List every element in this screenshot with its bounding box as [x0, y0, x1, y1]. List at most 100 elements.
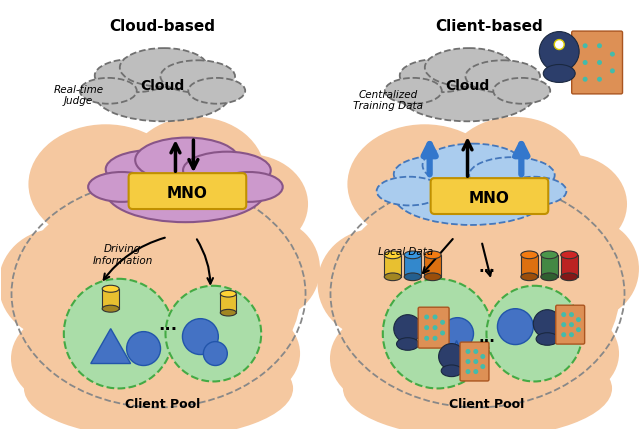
Polygon shape — [404, 255, 421, 277]
Ellipse shape — [424, 252, 441, 259]
Ellipse shape — [0, 230, 113, 339]
FancyBboxPatch shape — [556, 305, 585, 344]
Ellipse shape — [106, 150, 198, 189]
Circle shape — [166, 286, 261, 381]
Circle shape — [576, 317, 581, 322]
Text: ...: ... — [158, 315, 177, 333]
Ellipse shape — [521, 252, 538, 259]
Ellipse shape — [541, 252, 557, 259]
Ellipse shape — [335, 184, 620, 403]
Circle shape — [582, 61, 588, 66]
Ellipse shape — [424, 273, 441, 281]
Text: Client Pool: Client Pool — [449, 397, 524, 410]
Circle shape — [433, 326, 438, 330]
Circle shape — [64, 279, 173, 389]
Circle shape — [569, 332, 574, 338]
Circle shape — [569, 312, 574, 317]
Circle shape — [440, 320, 445, 325]
Ellipse shape — [425, 49, 513, 88]
Circle shape — [424, 326, 429, 330]
Ellipse shape — [540, 219, 639, 319]
FancyBboxPatch shape — [418, 307, 449, 348]
Ellipse shape — [394, 166, 549, 225]
Ellipse shape — [499, 307, 619, 401]
Ellipse shape — [24, 339, 293, 430]
Ellipse shape — [220, 291, 236, 298]
Circle shape — [569, 322, 574, 327]
Circle shape — [610, 52, 615, 58]
Polygon shape — [220, 294, 236, 313]
Ellipse shape — [536, 333, 559, 345]
Ellipse shape — [102, 305, 119, 313]
Text: Client-based: Client-based — [436, 18, 543, 34]
Circle shape — [533, 310, 561, 338]
Ellipse shape — [348, 125, 502, 244]
Polygon shape — [541, 255, 557, 277]
Ellipse shape — [80, 79, 137, 104]
Ellipse shape — [220, 219, 320, 319]
Ellipse shape — [384, 252, 401, 259]
Ellipse shape — [183, 152, 271, 190]
Ellipse shape — [11, 309, 141, 408]
Circle shape — [561, 312, 566, 317]
Circle shape — [394, 315, 422, 343]
Ellipse shape — [400, 68, 535, 122]
Ellipse shape — [125, 117, 265, 232]
Ellipse shape — [161, 61, 235, 93]
Ellipse shape — [397, 338, 419, 350]
Circle shape — [440, 331, 445, 336]
Text: MNO: MNO — [167, 185, 208, 200]
Ellipse shape — [422, 144, 524, 187]
Polygon shape — [521, 255, 538, 277]
Text: ...: ... — [478, 260, 495, 275]
Circle shape — [597, 61, 602, 66]
Ellipse shape — [106, 160, 265, 223]
Ellipse shape — [95, 68, 230, 122]
Ellipse shape — [120, 49, 208, 88]
Circle shape — [127, 332, 161, 366]
Ellipse shape — [541, 273, 557, 281]
Ellipse shape — [501, 177, 566, 206]
Ellipse shape — [508, 155, 627, 254]
Ellipse shape — [394, 156, 484, 193]
Circle shape — [576, 327, 581, 332]
Circle shape — [554, 40, 564, 50]
Ellipse shape — [493, 79, 550, 104]
Circle shape — [610, 69, 615, 74]
Text: Client Pool: Client Pool — [125, 397, 200, 410]
Circle shape — [204, 342, 227, 366]
Ellipse shape — [469, 158, 555, 194]
Ellipse shape — [88, 172, 155, 203]
Text: Cloud: Cloud — [445, 79, 490, 93]
Ellipse shape — [561, 252, 578, 259]
Circle shape — [480, 364, 485, 369]
Ellipse shape — [465, 61, 540, 93]
Ellipse shape — [28, 125, 183, 244]
Ellipse shape — [220, 310, 236, 316]
FancyBboxPatch shape — [572, 32, 623, 95]
Ellipse shape — [561, 273, 578, 281]
Ellipse shape — [188, 79, 245, 104]
Circle shape — [383, 279, 492, 389]
Text: Centralized
Training Data: Centralized Training Data — [353, 89, 423, 111]
Polygon shape — [443, 341, 470, 374]
Ellipse shape — [95, 60, 173, 93]
Circle shape — [182, 319, 218, 355]
Ellipse shape — [384, 273, 401, 281]
Circle shape — [561, 332, 566, 338]
Circle shape — [597, 77, 602, 83]
Polygon shape — [424, 255, 441, 277]
Circle shape — [582, 44, 588, 49]
Circle shape — [540, 33, 579, 72]
Text: Cloud-based: Cloud-based — [109, 18, 216, 34]
Circle shape — [480, 354, 485, 359]
Ellipse shape — [216, 172, 283, 203]
Text: Driving
Information: Driving Information — [92, 243, 153, 265]
Polygon shape — [561, 255, 578, 277]
Ellipse shape — [102, 286, 119, 292]
Ellipse shape — [180, 307, 300, 401]
Ellipse shape — [317, 230, 432, 339]
Ellipse shape — [377, 177, 442, 206]
Ellipse shape — [404, 252, 421, 259]
Text: Cloud: Cloud — [140, 79, 184, 93]
